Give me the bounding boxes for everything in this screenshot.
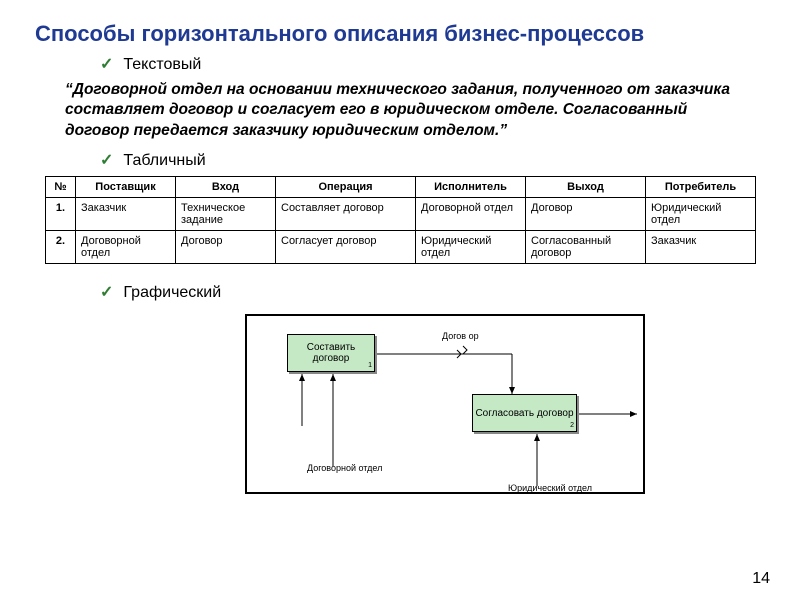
cell: Юридический отдел: [416, 231, 526, 264]
bullet-table-label: Табличный: [123, 152, 205, 170]
table-row: 1. Заказчик Техническое задание Составля…: [46, 198, 756, 231]
cell: Согласованный договор: [526, 231, 646, 264]
process-table: № Поставщик Вход Операция Исполнитель Вы…: [45, 176, 755, 264]
actor2-label: Юридический отдел: [505, 484, 595, 494]
diagram-node-1: Составить договор 1: [287, 334, 375, 372]
cell: 1.: [46, 198, 76, 231]
node2-index: 2: [570, 422, 574, 430]
bullet-text-label: Текстовый: [123, 56, 201, 74]
cell: Юридический отдел: [646, 198, 756, 231]
check-icon: ✓: [100, 282, 113, 302]
bullet-graphic: ✓ Графический: [100, 282, 765, 302]
cell: 2.: [46, 231, 76, 264]
bullet-graphic-label: Графический: [123, 284, 221, 302]
cell: Договор: [176, 231, 276, 264]
check-icon: ✓: [100, 54, 113, 74]
quote-text: “Договорной отдел на основании техническ…: [65, 80, 745, 143]
cell: Договорной отдел: [76, 231, 176, 264]
flow-diagram: Составить договор 1 Согласовать договор …: [245, 314, 645, 494]
node1-label: Составить договор: [290, 342, 372, 365]
node2-label: Согласовать договор: [475, 408, 573, 420]
bullet-table: ✓ Табличный: [100, 150, 765, 170]
bullet-text: ✓ Текстовый: [100, 54, 765, 74]
edge-label: Догов ор: [442, 332, 479, 342]
table-header-row: № Поставщик Вход Операция Исполнитель Вы…: [46, 177, 756, 198]
cell: Составляет договор: [276, 198, 416, 231]
th-consumer: Потребитель: [646, 177, 756, 198]
th-output: Выход: [526, 177, 646, 198]
th-input: Вход: [176, 177, 276, 198]
actor1-label: Договорной отдел: [307, 464, 387, 474]
cell: Договорной отдел: [416, 198, 526, 231]
cell: Заказчик: [76, 198, 176, 231]
diagram-node-2: Согласовать договор 2: [472, 394, 577, 432]
th-executor: Исполнитель: [416, 177, 526, 198]
cell: Заказчик: [646, 231, 756, 264]
cell: Техническое задание: [176, 198, 276, 231]
slide-title: Способы горизонтального описания бизнес-…: [35, 20, 765, 48]
node1-index: 1: [368, 362, 372, 370]
th-num: №: [46, 177, 76, 198]
cell: Согласует договор: [276, 231, 416, 264]
check-icon: ✓: [100, 150, 113, 170]
th-operation: Операция: [276, 177, 416, 198]
table-row: 2. Договорной отдел Договор Согласует до…: [46, 231, 756, 264]
th-supplier: Поставщик: [76, 177, 176, 198]
page-number: 14: [752, 570, 770, 588]
cell: Договор: [526, 198, 646, 231]
